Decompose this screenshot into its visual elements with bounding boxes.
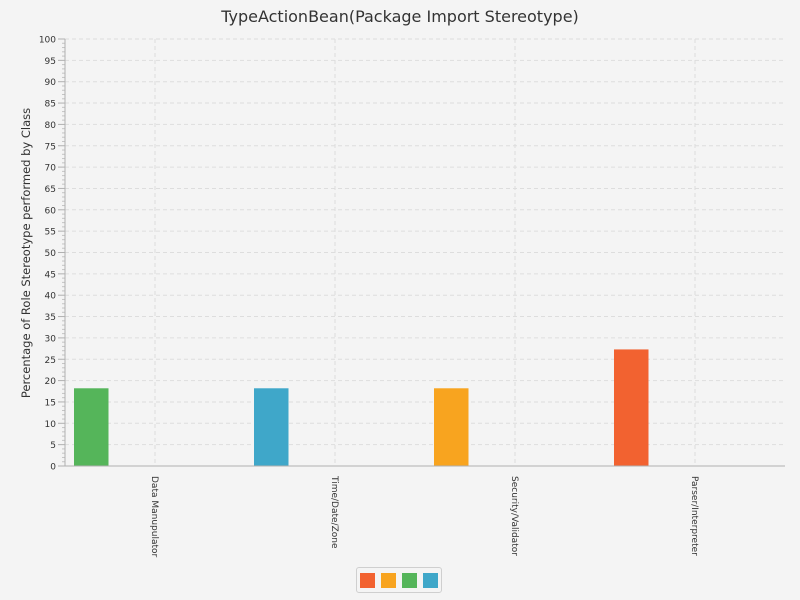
y-tick-label: 90	[45, 78, 57, 88]
legend-swatch	[402, 572, 417, 588]
y-tick-label: 35	[45, 313, 56, 323]
x-tick-label: Data Manupulator	[149, 476, 159, 558]
y-tick-label: 5	[50, 441, 56, 451]
y-tick-label: 75	[45, 142, 56, 152]
legend-swatch	[360, 572, 375, 588]
y-tick-label: 0	[50, 463, 56, 473]
bar	[614, 349, 649, 466]
y-tick-label: 45	[45, 270, 56, 280]
y-tick-label: 65	[45, 185, 56, 195]
grid-lines	[65, 38, 785, 466]
axes: 0 5 10 15 20 25 30 35 40 45 50 55 60 65 70 75 80 85 90 95 10…	[39, 36, 785, 558]
legend-swatch	[381, 572, 396, 588]
y-tick-label: 100	[39, 36, 56, 46]
bar	[434, 388, 469, 466]
legend-swatch	[423, 572, 438, 588]
y-tick-label: 50	[45, 249, 57, 259]
y-tick-label: 85	[45, 100, 56, 110]
bar	[254, 388, 289, 466]
y-tick-label: 70	[45, 164, 57, 174]
y-tick-label: 40	[45, 292, 57, 302]
y-tick-label: 60	[45, 206, 57, 216]
x-tick-label: Time/Date/Zone	[329, 475, 339, 549]
y-tick-label: 55	[45, 228, 56, 238]
y-tick-label: 20	[45, 377, 57, 387]
x-tick-label: Parser/Interpreter	[689, 476, 699, 556]
y-tick-label: 95	[45, 57, 56, 67]
bar	[74, 388, 109, 466]
x-tick-label: Security/Validator	[509, 476, 519, 556]
chart-title: TypeActionBean(Package Import Stereotype…	[221, 7, 579, 26]
y-tick-label: 30	[45, 334, 57, 344]
y-tick-label: 15	[45, 398, 56, 408]
y-tick-label: 10	[45, 420, 57, 430]
bars	[74, 349, 649, 466]
y-tick-label: 80	[45, 121, 57, 131]
y-tick-label: 25	[45, 356, 56, 366]
legend	[356, 567, 442, 593]
